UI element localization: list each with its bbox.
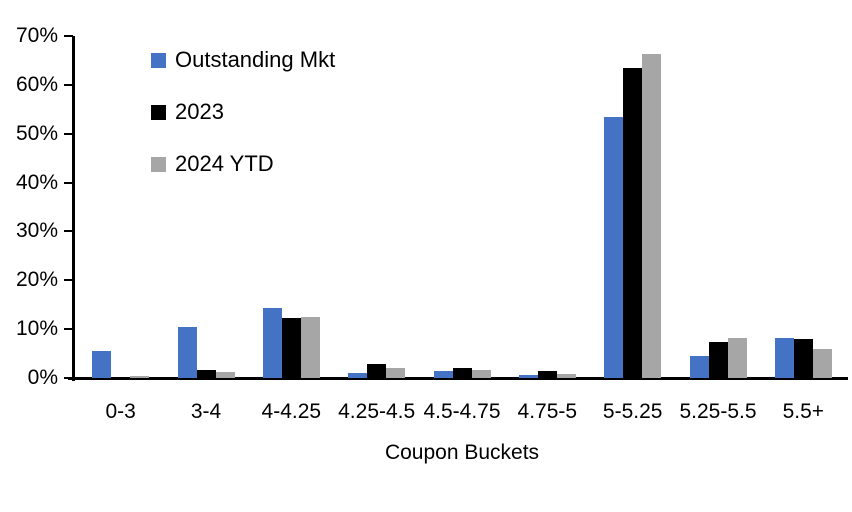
y-axis-tick-mark [64, 328, 73, 331]
bar-2023-4.5-4.75 [452, 368, 472, 378]
x-axis-tick-label: 4.25-4.5 [338, 400, 416, 423]
legend-swatch-black-icon [151, 104, 166, 120]
bar-2023-3-4 [196, 369, 216, 378]
bar-outstanding-mkt-4.5-4.75 [433, 371, 453, 378]
bar-outstanding-mkt-3-4 [177, 326, 197, 378]
x-axis-tick-label: 5.5+ [782, 400, 825, 423]
legend-label-2024-ytd: 2024 YTD [175, 151, 274, 176]
x-axis-tick-label: 0-3 [105, 400, 136, 423]
legend-label-outstanding-mkt: Outstanding Mkt [175, 47, 336, 72]
legend: Outstanding Mkt 2023 2024 YTD [151, 48, 335, 176]
y-axis-tick-label: 10% [15, 317, 58, 341]
legend-item-outstanding-mkt: Outstanding Mkt [151, 48, 335, 72]
y-axis-tick-mark [64, 83, 73, 86]
bar-2024-ytd-4.25-4.5 [386, 368, 406, 378]
x-axis-tick-label: 5-5.25 [602, 400, 663, 423]
bar-2024-ytd-5-5.25 [642, 54, 662, 378]
bar-2023-4.25-4.5 [367, 363, 387, 378]
y-axis-tick-mark [64, 230, 73, 233]
legend-swatch-blue-icon [151, 52, 166, 68]
y-axis-tick-mark [64, 132, 73, 135]
x-axis-tick-label: 3-4 [190, 400, 222, 423]
bar-2024-ytd-4-4.25 [300, 316, 320, 378]
bar-2023-0-3 [111, 376, 131, 378]
y-axis-tick-label: 20% [15, 268, 58, 292]
bar-2024-ytd-0-3 [130, 375, 150, 378]
y-axis-tick-label: 40% [15, 170, 58, 194]
bar-2024-ytd-4.5-4.75 [471, 370, 491, 378]
bar-2023-5-5.25 [623, 67, 643, 378]
x-axis-tick-label: 4.75-5 [517, 400, 578, 423]
x-axis-tick-label: 5.25-5.5 [679, 400, 757, 423]
bar-outstanding-mkt-5.25-5.5 [689, 355, 709, 378]
bar-outstanding-mkt-4-4.25 [262, 307, 282, 378]
x-axis-title: Coupon Buckets [384, 441, 540, 464]
bar-outstanding-mkt-0-3 [92, 351, 112, 378]
bar-2024-ytd-5.5+ [812, 348, 832, 378]
bar-2024-ytd-4.75-5 [556, 373, 576, 378]
y-axis-tick-mark [64, 279, 73, 282]
y-axis-tick-label: 50% [15, 121, 58, 145]
y-axis-tick-label: 30% [15, 219, 58, 243]
bar-outstanding-mkt-4.75-5 [518, 374, 538, 378]
legend-item-2024-ytd: 2024 YTD [151, 152, 335, 176]
bar-outstanding-mkt-5-5.25 [604, 116, 624, 378]
legend-swatch-gray-icon [151, 156, 166, 172]
bar-2023-5.25-5.5 [708, 341, 728, 378]
bar-2023-4.75-5 [537, 370, 557, 378]
legend-item-2023: 2023 [151, 100, 335, 124]
y-axis-tick-mark [64, 181, 73, 184]
y-axis-line [72, 36, 75, 381]
bar-2023-5.5+ [793, 338, 813, 378]
y-axis-tick-mark [64, 35, 73, 37]
x-axis-tick-label: 4.5-4.75 [423, 400, 501, 423]
y-axis-tick-label: 70% [15, 24, 58, 47]
bar-2023-4-4.25 [281, 318, 301, 378]
x-axis-line [68, 377, 848, 380]
bar-outstanding-mkt-5.5+ [774, 338, 794, 378]
legend-label-2023: 2023 [175, 99, 224, 124]
y-axis-tick-label: 0% [27, 366, 58, 389]
x-axis-tick-label: 4-4.25 [261, 400, 322, 423]
bar-2024-ytd-3-4 [215, 372, 235, 378]
y-axis-tick-label: 60% [15, 72, 58, 96]
bar-outstanding-mkt-4.25-4.5 [348, 372, 368, 378]
bar-2024-ytd-5.25-5.5 [727, 337, 747, 378]
